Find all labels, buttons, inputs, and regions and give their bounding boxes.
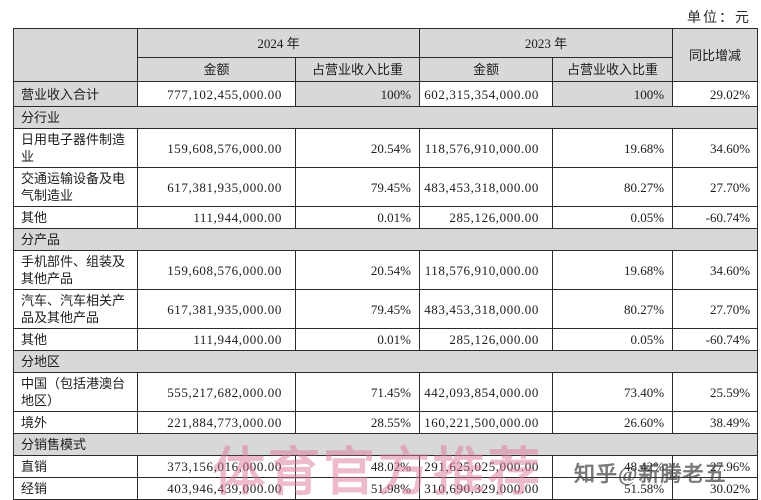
pct-2024-cell: 20.54%: [294, 250, 421, 290]
pct-2023-header: 占营业收入比重: [552, 57, 674, 82]
amount-2023-cell: 285,126,000.00: [419, 206, 554, 229]
year-2024-header: 2024 年: [136, 28, 421, 58]
pct-2024-cell: 28.55%: [294, 411, 421, 434]
yoy-cell: 38.49%: [672, 411, 759, 434]
pct-2024-cell: 71.45%: [294, 372, 421, 412]
header-row-metrics: 金额 占营业收入比重 金额 占营业收入比重: [14, 57, 758, 82]
yoy-cell: 27.70%: [672, 289, 759, 329]
amount-2024-cell: 617,381,935,000.00: [137, 167, 296, 207]
row-label-cell: 汽车、汽车相关产品及其他产品: [13, 289, 138, 329]
section-row-label: 分产品: [12, 228, 759, 251]
pct-2023-cell: 0.05%: [552, 206, 674, 229]
row-label-cell: 日用电子器件制造业: [13, 128, 138, 168]
amount-2023-cell: 442,093,854,000.00: [419, 372, 554, 412]
pct-2023-cell: 80.27%: [552, 167, 674, 207]
amount-2024-cell: 159,608,576,000.00: [137, 250, 296, 290]
amount-2024-cell: 373,156,016,000.00: [137, 455, 296, 478]
amount-2023-cell: 602,315,354,000.00: [419, 81, 554, 107]
amount-2024-cell: 111,944,000.00: [137, 206, 296, 229]
amount-2024-cell: 555,217,682,000.00: [137, 372, 296, 412]
amount-2023-cell: 310,690,329,000.00: [419, 477, 554, 500]
amount-2024-cell: 403,946,439,000.00: [137, 477, 296, 500]
yoy-cell: 34.60%: [672, 128, 759, 168]
yoy-cell: 34.60%: [672, 250, 759, 290]
table-row: 中国（包括港澳台地区） 555,217,682,000.00 71.45% 442,0…: [13, 372, 759, 412]
row-label-cell: 营业收入合计: [13, 81, 138, 107]
amount-2023-cell: 160,221,500,000.00: [419, 411, 554, 434]
pct-2024-cell: 0.01%: [294, 328, 421, 351]
pct-2023-cell: 19.68%: [552, 250, 674, 290]
pct-2024-cell: 48.02%: [294, 455, 421, 478]
yoy-cell: 25.59%: [672, 372, 759, 412]
amount-2024-header: 金额: [137, 57, 296, 82]
table-row: 手机部件、组装及其他产品 159,608,576,000.00 20.54% 118,…: [13, 250, 759, 290]
pct-2024-cell: 20.54%: [294, 128, 421, 168]
pct-2024-cell: 79.45%: [294, 167, 421, 207]
section-row: 分行业: [12, 106, 759, 129]
row-label-cell: 交通运输设备及电气制造业: [13, 167, 138, 207]
row-label-cell: 其他: [13, 206, 138, 229]
pct-2023-cell: 80.27%: [552, 289, 674, 329]
pct-2024-cell: 51.98%: [294, 477, 421, 500]
row-label-cell: 中国（包括港澳台地区）: [13, 372, 138, 412]
pct-2023-cell: 26.60%: [552, 411, 674, 434]
section-row-label: 分销售模式: [12, 433, 759, 456]
table-row: 其他 111,944,000.00 0.01% 285,126,000.00 0.05%…: [13, 328, 759, 351]
pct-2023-cell: 19.68%: [552, 128, 674, 168]
amount-2024-cell: 221,884,773,000.00: [137, 411, 296, 434]
table-row: 其他 111,944,000.00 0.01% 285,126,000.00 0.05%…: [13, 206, 759, 229]
table-row: 交通运输设备及电气制造业 617,381,935,000.00 79.45% 483,…: [13, 167, 759, 207]
table-row: 日用电子器件制造业 159,608,576,000.00 20.54% 118,576…: [13, 128, 759, 168]
pct-2024-header: 占营业收入比重: [294, 57, 421, 82]
table-row: 营业收入合计 777,102,455,000.00 100% 602,315,354,…: [13, 81, 759, 107]
row-label-cell: 经销: [13, 477, 138, 500]
yoy-cell: 27.70%: [672, 167, 759, 207]
amount-2023-cell: 118,576,910,000.00: [419, 250, 554, 290]
pct-2023-cell: 73.40%: [552, 372, 674, 412]
corner-header-cell: [13, 28, 138, 82]
yoy-cell: 27.96%: [672, 455, 759, 478]
header-row-years: 2024 年 2023 年 同比增减: [13, 28, 759, 82]
unit-label: 单位：元: [687, 11, 751, 26]
table-row: 经销 403,946,439,000.00 51.98% 310,690,329,00…: [13, 477, 759, 500]
revenue-breakdown-table: 2024 年 2023 年 同比增减 金额 占营业收入比重 金额 占营业收入比重…: [12, 28, 759, 500]
table-row: 境外 221,884,773,000.00 28.55% 160,221,500,00…: [13, 411, 759, 434]
amount-2023-cell: 118,576,910,000.00: [419, 128, 554, 168]
yoy-cell: -60.74%: [672, 206, 759, 229]
amount-2023-cell: 483,453,318,000.00: [419, 167, 554, 207]
amount-2024-cell: 777,102,455,000.00: [137, 81, 296, 107]
table-row: 直销 373,156,016,000.00 48.02% 291,625,025,00…: [13, 455, 759, 478]
pct-2023-cell: 48.42%: [552, 455, 674, 478]
pct-2024-cell: 0.01%: [294, 206, 421, 229]
table-row: 汽车、汽车相关产品及其他产品 617,381,935,000.00 79.45% 48…: [13, 289, 759, 329]
row-label-cell: 直销: [13, 455, 138, 478]
amount-2023-cell: 291,625,025,000.00: [419, 455, 554, 478]
row-label-cell: 手机部件、组装及其他产品: [13, 250, 138, 290]
amount-2024-cell: 617,381,935,000.00: [137, 289, 296, 329]
section-row: 分产品: [12, 228, 759, 251]
amount-2024-cell: 111,944,000.00: [137, 328, 296, 351]
year-2023-header: 2023 年: [419, 28, 674, 58]
section-row-label: 分地区: [12, 350, 759, 373]
yoy-cell: 29.02%: [672, 81, 759, 107]
pct-2023-cell: 100%: [552, 81, 674, 107]
amount-2024-cell: 159,608,576,000.00: [137, 128, 296, 168]
section-row: 分地区: [12, 350, 759, 373]
amount-2023-cell: 285,126,000.00: [419, 328, 554, 351]
pct-2023-cell: 51.58%: [552, 477, 674, 500]
yoy-header: 同比增减: [672, 28, 759, 82]
yoy-cell: -60.74%: [672, 328, 759, 351]
row-label-cell: 境外: [13, 411, 138, 434]
yoy-cell: 30.02%: [672, 477, 759, 500]
pct-2024-cell: 79.45%: [294, 289, 421, 329]
section-row-label: 分行业: [12, 106, 759, 129]
section-row: 分销售模式: [12, 433, 759, 456]
amount-2023-cell: 483,453,318,000.00: [419, 289, 554, 329]
pct-2023-cell: 0.05%: [552, 328, 674, 351]
pct-2024-cell: 100%: [294, 81, 421, 107]
amount-2023-header: 金额: [419, 57, 554, 82]
table-body: 营业收入合计 777,102,455,000.00 100% 602,315,354,…: [12, 81, 759, 500]
row-label-cell: 其他: [13, 328, 138, 351]
